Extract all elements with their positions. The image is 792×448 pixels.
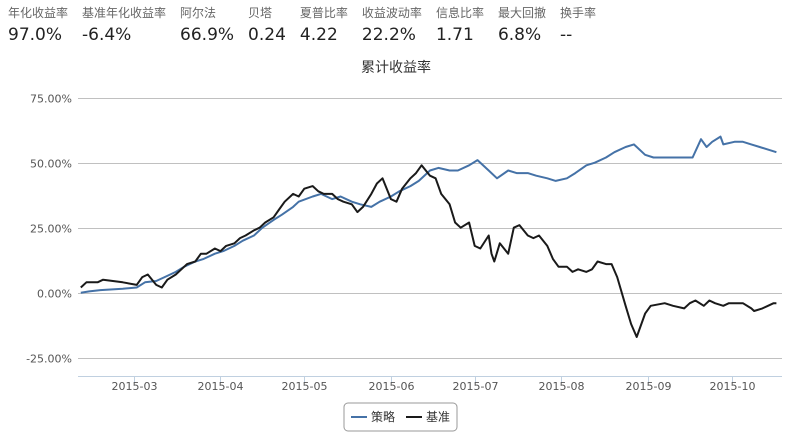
stat-alpha: 阿尔法 66.9% [180,6,234,46]
chart-title: 累计收益率 [361,59,431,76]
x-tick-label: 2015-03 [112,380,158,393]
stat-value: 6.8% [497,25,542,45]
stat-value: 0.24 [248,25,286,45]
x-tick-label: 2015-05 [282,380,328,393]
stat-label: 最大回撤 [497,6,546,20]
stat-label: 换手率 [559,6,596,20]
stat-label: 贝塔 [248,6,273,20]
stat-value: 66.9% [180,25,235,45]
y-tick-label: 25.00% [30,223,72,236]
stat-label: 年化收益率 [8,6,69,20]
stat-label: 夏普比率 [299,6,348,20]
stat-label: 收益波动率 [361,6,422,20]
x-tick-label: 2015-07 [453,380,499,393]
strategy-line [80,135,777,294]
stat-turnover: 换手率 -- [560,6,596,46]
legend[interactable]: 策略 基准 [343,402,458,432]
y-tick-label: 50.00% [30,158,72,171]
stat-value: -6.4% [82,25,132,45]
stat-value: 4.22 [299,25,338,45]
stat-label: 基准年化收益率 [82,6,167,20]
y-tick-label: 0.00% [37,288,72,301]
stat-value: 97.0% [8,25,63,45]
grid-lines [78,98,782,359]
stat-value: 22.2% [361,25,416,45]
stat-label: 信息比率 [435,6,484,20]
stat-value: 1.71 [435,25,474,45]
stat-annual-return: 年化收益率 97.0% [8,6,68,46]
x-tick-label: 2015-10 [710,380,756,393]
stat-volatility: 收益波动率 22.2% [362,6,422,46]
stat-information-ratio: 信息比率 1.71 [436,6,484,46]
stat-beta: 贝塔 0.24 [248,6,286,46]
axes: -25.00% 0.00% 25.00% 50.00% 75.00% 2015-03 201… [26,93,782,393]
stat-sharpe: 夏普比率 4.22 [300,6,348,46]
y-tick-label: -25.00% [26,353,72,366]
stats-bar: 年化收益率 97.0% 基准年化收益率 -6.4% 阿尔法 66.9% 贝塔 0… [8,6,610,46]
x-tick-label: 2015-09 [626,380,672,393]
benchmark-line [80,164,777,338]
stat-max-drawdown: 最大回撤 6.8% [498,6,546,46]
stat-label: 阿尔法 [180,6,217,20]
x-tick-label: 2015-04 [198,380,244,393]
legend-label-strategy[interactable]: 策略 [371,409,395,424]
legend-label-benchmark[interactable]: 基准 [426,410,450,424]
stat-benchmark-annual-return: 基准年化收益率 -6.4% [82,6,166,46]
x-tick-label: 2015-06 [369,380,415,393]
legend-box[interactable] [343,402,458,432]
series-lines [80,135,777,338]
x-tick-label: 2015-08 [539,380,585,393]
y-tick-label: 75.00% [30,93,72,106]
stat-value: -- [559,25,573,45]
